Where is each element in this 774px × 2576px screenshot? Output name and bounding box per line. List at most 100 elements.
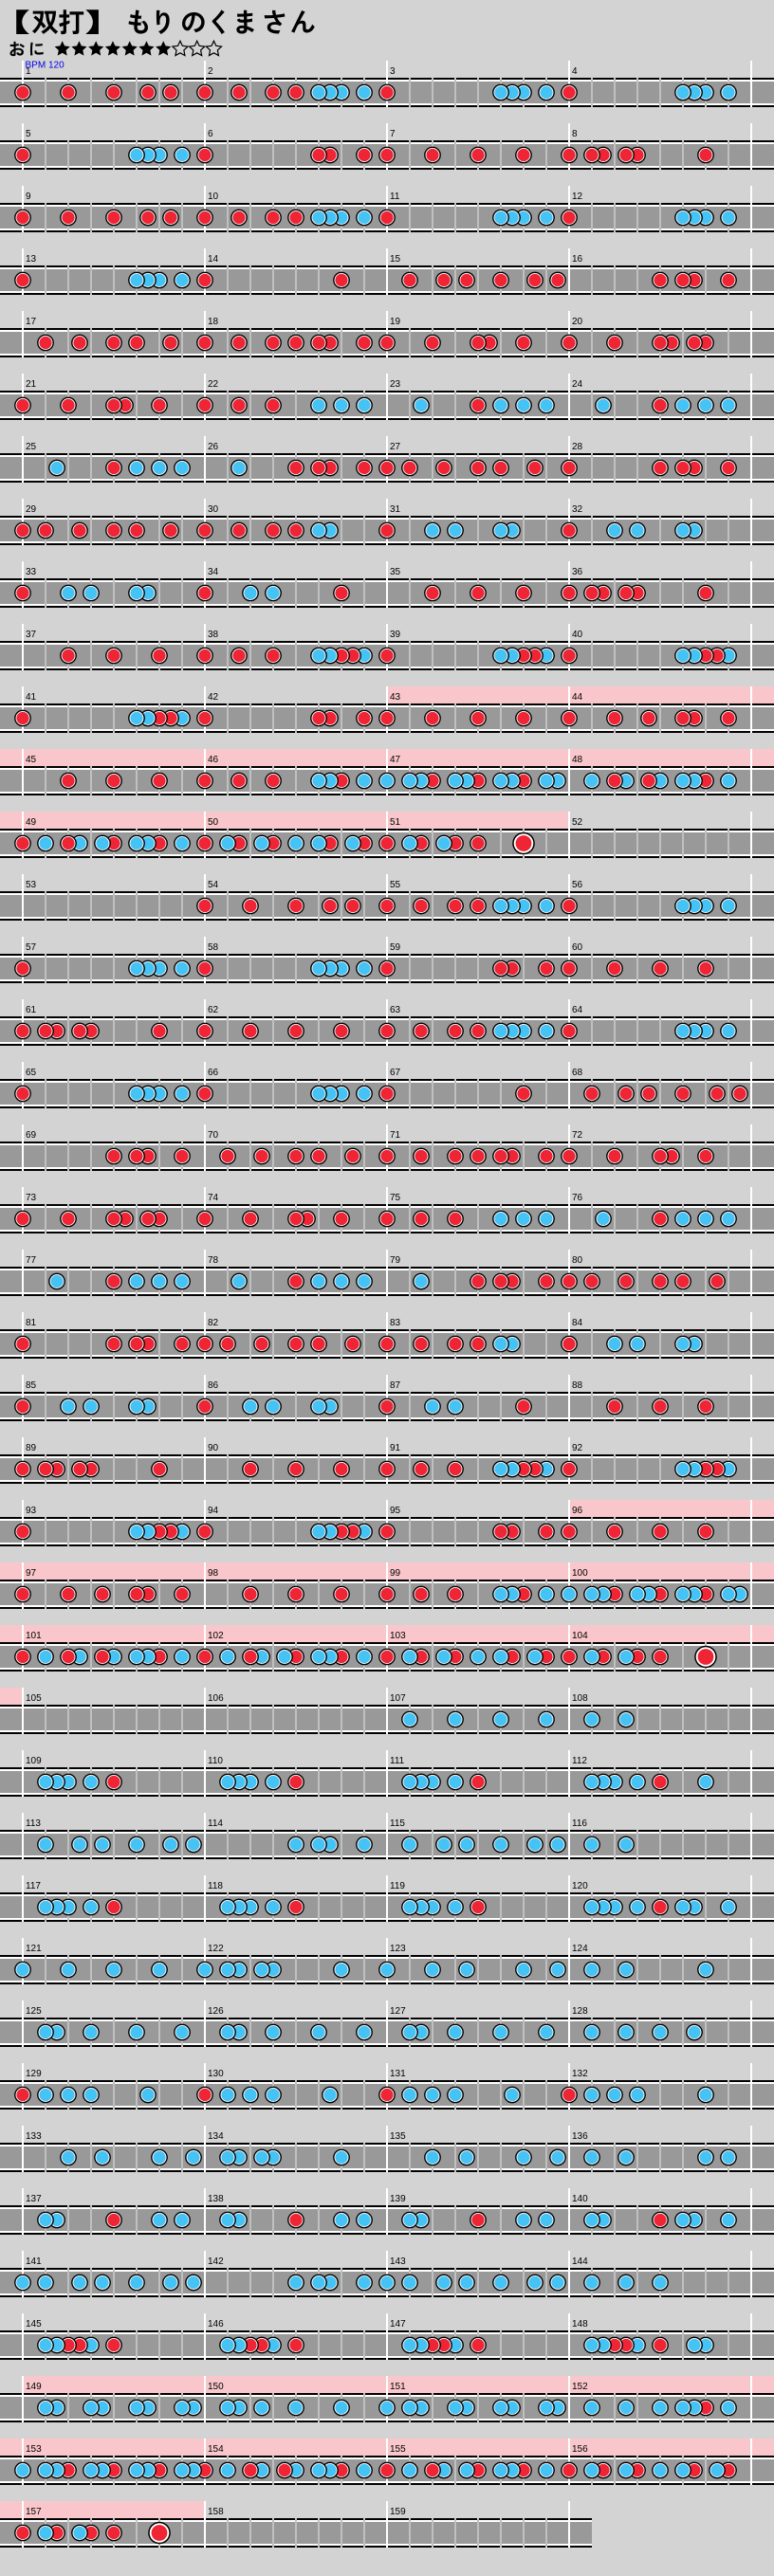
svg-text:53: 53 — [26, 880, 37, 890]
svg-text:126: 126 — [208, 2006, 224, 2017]
svg-text:22: 22 — [208, 379, 219, 390]
svg-text:64: 64 — [572, 1005, 583, 1015]
svg-text:69: 69 — [26, 1130, 37, 1141]
svg-text:80: 80 — [572, 1255, 583, 1266]
svg-text:BPM 120: BPM 120 — [26, 61, 65, 71]
svg-text:28: 28 — [572, 442, 583, 452]
svg-text:47: 47 — [390, 755, 401, 765]
svg-text:100: 100 — [572, 1568, 588, 1579]
svg-text:116: 116 — [572, 1818, 587, 1829]
svg-text:159: 159 — [390, 2507, 406, 2517]
svg-text:96: 96 — [572, 1506, 583, 1516]
svg-text:151: 151 — [390, 2382, 406, 2392]
svg-text:131: 131 — [390, 2069, 406, 2079]
svg-text:58: 58 — [208, 942, 219, 953]
svg-text:113: 113 — [26, 1818, 41, 1829]
svg-text:21: 21 — [26, 379, 37, 390]
svg-text:154: 154 — [208, 2444, 224, 2455]
svg-text:27: 27 — [390, 442, 401, 452]
svg-text:41: 41 — [26, 692, 37, 703]
svg-text:49: 49 — [26, 817, 37, 828]
svg-text:148: 148 — [572, 2319, 588, 2329]
svg-text:29: 29 — [26, 504, 37, 515]
svg-text:65: 65 — [26, 1068, 37, 1078]
svg-text:50: 50 — [208, 817, 219, 828]
svg-text:59: 59 — [390, 942, 401, 953]
svg-text:152: 152 — [572, 2382, 588, 2392]
svg-text:44: 44 — [572, 692, 583, 703]
svg-text:56: 56 — [572, 880, 583, 890]
svg-text:5: 5 — [26, 129, 31, 139]
svg-text:98: 98 — [208, 1568, 219, 1579]
svg-text:43: 43 — [390, 692, 401, 703]
svg-text:83: 83 — [390, 1318, 401, 1328]
svg-text:144: 144 — [572, 2256, 588, 2267]
svg-text:110: 110 — [208, 1756, 223, 1766]
svg-text:10: 10 — [208, 192, 219, 202]
svg-text:153: 153 — [26, 2444, 42, 2455]
svg-text:2: 2 — [208, 66, 213, 77]
svg-text:91: 91 — [390, 1443, 401, 1453]
svg-text:104: 104 — [572, 1631, 588, 1641]
svg-text:8: 8 — [572, 129, 578, 139]
svg-text:150: 150 — [208, 2382, 224, 2392]
svg-text:142: 142 — [208, 2256, 224, 2267]
svg-text:86: 86 — [208, 1380, 219, 1391]
svg-text:75: 75 — [390, 1193, 401, 1203]
svg-text:17: 17 — [26, 317, 37, 327]
svg-text:90: 90 — [208, 1443, 219, 1453]
svg-text:9: 9 — [26, 192, 31, 202]
svg-text:54: 54 — [208, 880, 219, 890]
svg-text:76: 76 — [572, 1193, 583, 1203]
svg-text:52: 52 — [572, 817, 583, 828]
svg-text:123: 123 — [390, 1944, 406, 1954]
svg-text:36: 36 — [572, 567, 583, 577]
svg-text:125: 125 — [26, 2006, 42, 2017]
svg-text:18: 18 — [208, 317, 219, 327]
svg-text:105: 105 — [26, 1693, 42, 1704]
svg-text:85: 85 — [26, 1380, 37, 1391]
svg-text:115: 115 — [390, 1818, 405, 1829]
svg-text:138: 138 — [208, 2194, 224, 2204]
svg-text:12: 12 — [572, 192, 583, 202]
svg-text:119: 119 — [390, 1881, 405, 1891]
svg-text:51: 51 — [390, 817, 401, 828]
svg-text:78: 78 — [208, 1255, 219, 1266]
svg-text:33: 33 — [26, 567, 37, 577]
svg-text:11: 11 — [390, 192, 400, 202]
svg-text:81: 81 — [26, 1318, 37, 1328]
svg-text:121: 121 — [26, 1944, 42, 1954]
svg-text:128: 128 — [572, 2006, 588, 2017]
svg-text:79: 79 — [390, 1255, 401, 1266]
svg-text:158: 158 — [208, 2507, 224, 2517]
svg-text:103: 103 — [390, 1631, 406, 1641]
svg-text:1: 1 — [26, 66, 31, 77]
svg-text:26: 26 — [208, 442, 219, 452]
svg-text:24: 24 — [572, 379, 583, 390]
svg-text:45: 45 — [26, 755, 37, 765]
svg-text:134: 134 — [208, 2131, 224, 2142]
svg-text:48: 48 — [572, 755, 583, 765]
svg-text:25: 25 — [26, 442, 37, 452]
svg-text:117: 117 — [26, 1881, 41, 1891]
svg-text:14: 14 — [208, 254, 219, 265]
svg-text:62: 62 — [208, 1005, 219, 1015]
svg-text:149: 149 — [26, 2382, 42, 2392]
svg-text:139: 139 — [390, 2194, 406, 2204]
svg-text:133: 133 — [26, 2131, 42, 2142]
svg-text:16: 16 — [572, 254, 583, 265]
svg-text:7: 7 — [390, 129, 396, 139]
svg-text:108: 108 — [572, 1693, 588, 1704]
svg-text:71: 71 — [390, 1130, 401, 1141]
svg-text:37: 37 — [26, 630, 37, 640]
svg-text:38: 38 — [208, 630, 219, 640]
svg-text:31: 31 — [390, 504, 401, 515]
svg-text:135: 135 — [390, 2131, 406, 2142]
svg-text:40: 40 — [572, 630, 583, 640]
svg-text:74: 74 — [208, 1193, 219, 1203]
svg-text:35: 35 — [390, 567, 401, 577]
svg-text:146: 146 — [208, 2319, 224, 2329]
svg-text:94: 94 — [208, 1506, 219, 1516]
svg-text:63: 63 — [390, 1005, 401, 1015]
svg-text:72: 72 — [572, 1130, 583, 1141]
